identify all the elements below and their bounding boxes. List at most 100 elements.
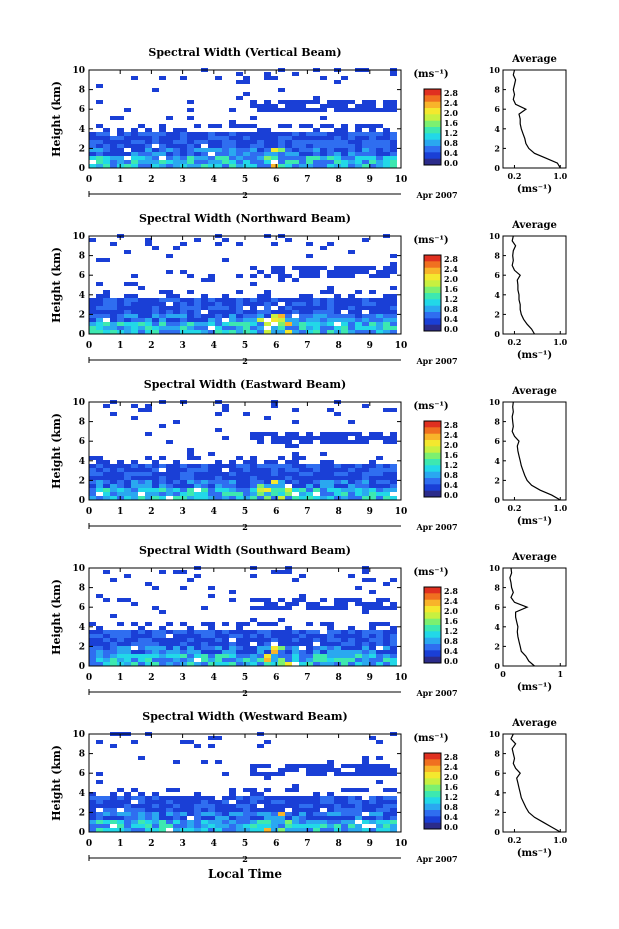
y-tick-label: 6 bbox=[79, 105, 85, 115]
heatmap-cell bbox=[334, 298, 341, 302]
heatmap-cell bbox=[215, 140, 222, 144]
heatmap-cell bbox=[292, 484, 299, 488]
heatmap-cell bbox=[173, 824, 180, 828]
average-y-tick-label: 6 bbox=[494, 602, 500, 612]
heatmap-cell bbox=[131, 796, 138, 800]
heatmap-cell bbox=[89, 480, 96, 484]
heatmap-cell bbox=[257, 140, 264, 144]
heatmap-cell bbox=[334, 152, 341, 156]
heatmap-cell bbox=[285, 164, 292, 168]
heatmap-cell bbox=[166, 808, 173, 812]
heatmap-cell bbox=[166, 788, 173, 792]
heatmap-cell bbox=[117, 464, 124, 468]
heatmap-cell bbox=[131, 314, 138, 318]
heatmap-cell bbox=[285, 820, 292, 824]
heatmap-cell bbox=[264, 108, 271, 112]
heatmap-cell bbox=[180, 160, 187, 164]
y-tick-label: 0 bbox=[79, 662, 85, 672]
heatmap-cell bbox=[383, 128, 390, 132]
heatmap-cell bbox=[334, 598, 341, 602]
heatmap-cell bbox=[362, 800, 369, 804]
heatmap-cell bbox=[145, 622, 152, 626]
heatmap-cell bbox=[117, 468, 124, 472]
heatmap-cell bbox=[124, 492, 131, 496]
heatmap-cell bbox=[327, 606, 334, 610]
heatmap-cell bbox=[145, 128, 152, 132]
colorbar-tick-label: 1.2 bbox=[444, 792, 458, 802]
heatmap-cell bbox=[278, 148, 285, 152]
heatmap-cell bbox=[292, 444, 299, 448]
heatmap-cell bbox=[334, 326, 341, 330]
heatmap-cell bbox=[208, 484, 215, 488]
heatmap-cell bbox=[166, 468, 173, 472]
heatmap-cell bbox=[124, 302, 131, 306]
heatmap-cell bbox=[264, 828, 271, 832]
heatmap-cell bbox=[299, 484, 306, 488]
heatmap-cell bbox=[159, 496, 166, 500]
heatmap-cell bbox=[180, 314, 187, 318]
heatmap-cell bbox=[152, 638, 159, 642]
heatmap-cell bbox=[173, 492, 180, 496]
heatmap-cell bbox=[117, 460, 124, 464]
heatmap-cell bbox=[173, 472, 180, 476]
heatmap-cell bbox=[292, 764, 299, 768]
heatmap-cell bbox=[131, 816, 138, 820]
heatmap-cell bbox=[145, 480, 152, 484]
heatmap-cell bbox=[117, 484, 124, 488]
heatmap-cell bbox=[236, 330, 243, 334]
heatmap-cell bbox=[124, 472, 131, 476]
heatmap-cell bbox=[362, 654, 369, 658]
heatmap-cell bbox=[96, 472, 103, 476]
heatmap-cell bbox=[348, 432, 355, 436]
heatmap-cell bbox=[222, 654, 229, 658]
heatmap-cell bbox=[362, 816, 369, 820]
heatmap-cell bbox=[103, 132, 110, 136]
heatmap-cell bbox=[320, 476, 327, 480]
heatmap-cell bbox=[264, 310, 271, 314]
heatmap-cell bbox=[159, 828, 166, 832]
heatmap-cell bbox=[201, 306, 208, 310]
heatmap-cell bbox=[243, 144, 250, 148]
heatmap-cell bbox=[173, 468, 180, 472]
heatmap-cell bbox=[103, 326, 110, 330]
heatmap-cell bbox=[348, 646, 355, 650]
heatmap-cell bbox=[124, 634, 131, 638]
heatmap-cell bbox=[152, 140, 159, 144]
heatmap-cell bbox=[250, 792, 257, 796]
heatmap-cell bbox=[89, 800, 96, 804]
heatmap-cell bbox=[390, 828, 397, 832]
heatmap-cell bbox=[103, 136, 110, 140]
heatmap-cell bbox=[110, 820, 117, 824]
heatmap-cell bbox=[180, 646, 187, 650]
heatmap-cell bbox=[250, 476, 257, 480]
heatmap-cell bbox=[187, 480, 194, 484]
heatmap-cell bbox=[285, 492, 292, 496]
colorbar-tick-label: 0.8 bbox=[444, 470, 458, 480]
heatmap-cell bbox=[264, 472, 271, 476]
heatmap-cell bbox=[313, 476, 320, 480]
heatmap-cell bbox=[334, 440, 341, 444]
heatmap-cell bbox=[103, 646, 110, 650]
heatmap-cell bbox=[369, 496, 376, 500]
heatmap-cell bbox=[383, 622, 390, 626]
heatmap-cell bbox=[306, 136, 313, 140]
heatmap-cell bbox=[187, 658, 194, 662]
heatmap-cell bbox=[271, 662, 278, 666]
heatmap-cell bbox=[117, 634, 124, 638]
colorbar-tick-label: 2.8 bbox=[444, 420, 458, 430]
heatmap-cell bbox=[166, 270, 173, 274]
heatmap-cell bbox=[243, 492, 250, 496]
heatmap-cell bbox=[271, 634, 278, 638]
heatmap-cell bbox=[159, 658, 166, 662]
heatmap-cell bbox=[124, 828, 131, 832]
heatmap-cell bbox=[306, 306, 313, 310]
heatmap-cell bbox=[327, 464, 334, 468]
heatmap-cell bbox=[187, 456, 194, 460]
heatmap-cell bbox=[180, 164, 187, 168]
heatmap-cell bbox=[292, 306, 299, 310]
heatmap-cell bbox=[327, 164, 334, 168]
heatmap-cell bbox=[271, 298, 278, 302]
heatmap-cell bbox=[250, 764, 257, 768]
heatmap-cell bbox=[96, 84, 103, 88]
colorbar-swatch bbox=[424, 797, 441, 805]
